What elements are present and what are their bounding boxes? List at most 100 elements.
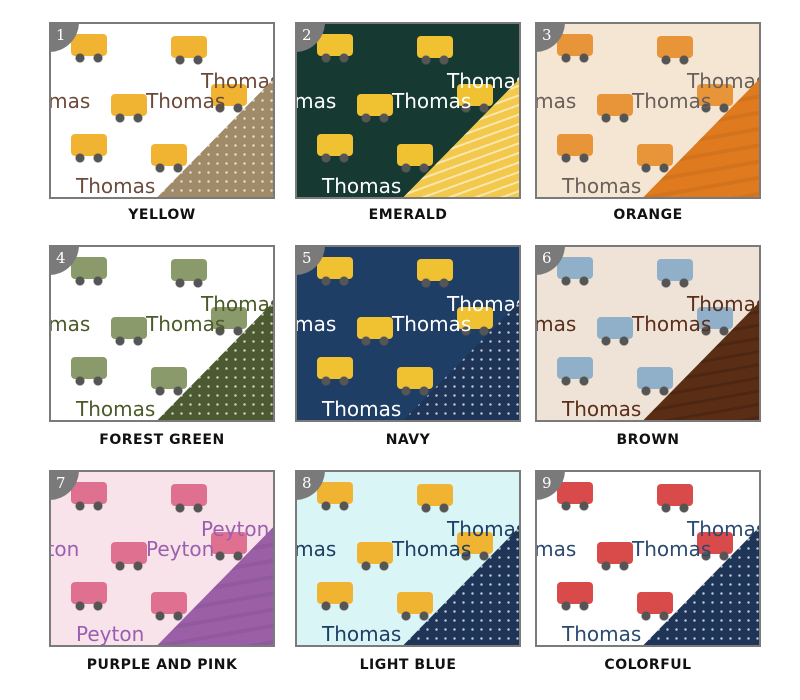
construction-vehicle-illustration xyxy=(557,482,593,511)
color-option-tile-light-blue[interactable]: ThomasThomasThomasThomas8 xyxy=(295,470,521,647)
construction-vehicle-illustration xyxy=(457,84,493,113)
personalized-name-text: Thomas xyxy=(201,292,275,316)
personalized-name-text: Thomas xyxy=(322,397,402,421)
construction-vehicle-illustration xyxy=(357,94,393,123)
personalized-name-text: Thomas xyxy=(535,312,577,336)
construction-vehicle-illustration xyxy=(657,484,693,513)
construction-vehicle-illustration xyxy=(71,134,107,163)
color-option-tile-brown[interactable]: ThomasThomasThomasThomas6 xyxy=(535,245,761,422)
personalized-name-text: Thomas xyxy=(632,537,712,561)
personalized-name-text: Thomas xyxy=(295,89,337,113)
personalized-name-text: Thomas xyxy=(322,622,402,646)
color-option-tile-purple-and-pink[interactable]: PeytonPeytonPeytonPeyton7 xyxy=(49,470,275,647)
construction-vehicle-illustration xyxy=(397,592,433,621)
construction-vehicle-illustration xyxy=(111,542,147,571)
construction-vehicle-illustration xyxy=(151,592,187,621)
construction-vehicle-illustration xyxy=(597,542,633,571)
personalized-name-text: Thomas xyxy=(392,537,472,561)
color-option-tile-orange[interactable]: ThomasThomasThomasThomas3 xyxy=(535,22,761,199)
construction-vehicle-illustration xyxy=(71,357,107,386)
personalized-name-text: Thomas xyxy=(562,397,642,421)
construction-vehicle-illustration xyxy=(637,592,673,621)
personalized-name-text: Thomas xyxy=(295,537,337,561)
construction-vehicle-illustration xyxy=(111,94,147,123)
color-option-tile-colorful[interactable]: ThomasThomasThomasThomas9 xyxy=(535,470,761,647)
construction-vehicle-illustration xyxy=(697,84,733,113)
construction-vehicle-illustration xyxy=(697,307,733,336)
personalized-name-text: Thomas xyxy=(76,397,156,421)
personalized-name-text: Thomas xyxy=(632,312,712,336)
construction-vehicle-illustration xyxy=(317,482,353,511)
construction-vehicle-illustration xyxy=(357,542,393,571)
construction-vehicle-illustration xyxy=(657,259,693,288)
construction-vehicle-illustration xyxy=(71,582,107,611)
personalized-name-text: Thomas xyxy=(49,89,91,113)
personalized-name-text: Thomas xyxy=(447,69,521,93)
personalized-name-text: Peyton xyxy=(201,517,270,541)
personalized-name-text: Thomas xyxy=(447,292,521,316)
construction-vehicle-illustration xyxy=(637,144,673,173)
personalized-name-text: Peyton xyxy=(76,622,145,646)
personalized-name-text: Thomas xyxy=(687,292,761,316)
personalized-name-text: Thomas xyxy=(76,174,156,198)
color-option-label: EMERALD xyxy=(368,207,448,223)
personalized-name-text: Peyton xyxy=(49,537,80,561)
personalized-name-text: Thomas xyxy=(392,312,472,336)
construction-vehicle-illustration xyxy=(397,367,433,396)
construction-vehicle-illustration xyxy=(557,134,593,163)
construction-vehicle-illustration xyxy=(317,34,353,63)
construction-vehicle-illustration xyxy=(557,34,593,63)
construction-vehicle-illustration xyxy=(597,94,633,123)
construction-vehicle-illustration xyxy=(317,357,353,386)
construction-vehicle-illustration xyxy=(557,357,593,386)
personalized-name-text: Thomas xyxy=(146,312,226,336)
personalized-name-text: Thomas xyxy=(295,312,337,336)
personalized-name-text: Thomas xyxy=(392,89,472,113)
personalized-name-text: Thomas xyxy=(535,89,577,113)
construction-vehicle-illustration xyxy=(417,259,453,288)
construction-vehicle-illustration xyxy=(417,36,453,65)
personalized-name-text: Thomas xyxy=(201,69,275,93)
personalized-name-text: Thomas xyxy=(447,517,521,541)
construction-vehicle-illustration xyxy=(317,134,353,163)
construction-vehicle-illustration xyxy=(317,582,353,611)
construction-vehicle-illustration xyxy=(417,484,453,513)
personalized-name-text: Thomas xyxy=(632,89,712,113)
personalized-name-text: Thomas xyxy=(687,69,761,93)
color-option-label: ORANGE xyxy=(613,207,683,223)
construction-vehicle-illustration xyxy=(111,317,147,346)
color-option-tile-navy[interactable]: ThomasThomasThomasThomas5 xyxy=(295,245,521,422)
color-option-label: FOREST GREEN xyxy=(99,432,225,448)
personalized-name-text: Thomas xyxy=(146,89,226,113)
color-option-tile-emerald[interactable]: ThomasThomasThomasThomas2 xyxy=(295,22,521,199)
color-option-label: YELLOW xyxy=(128,207,196,223)
construction-vehicle-illustration xyxy=(171,259,207,288)
personalized-name-text: Thomas xyxy=(562,174,642,198)
construction-vehicle-illustration xyxy=(171,36,207,65)
color-option-label: NAVY xyxy=(385,432,431,448)
construction-vehicle-illustration xyxy=(397,144,433,173)
construction-vehicle-illustration xyxy=(211,307,247,336)
construction-vehicle-illustration xyxy=(557,582,593,611)
color-option-label: PURPLE AND PINK xyxy=(86,657,238,673)
personalized-name-text: Thomas xyxy=(322,174,402,198)
construction-vehicle-illustration xyxy=(317,257,353,286)
construction-vehicle-illustration xyxy=(637,367,673,396)
construction-vehicle-illustration xyxy=(657,36,693,65)
personalized-name-text: Thomas xyxy=(687,517,761,541)
construction-vehicle-illustration xyxy=(597,317,633,346)
construction-vehicle-illustration xyxy=(71,482,107,511)
construction-vehicle-illustration xyxy=(357,317,393,346)
construction-vehicle-illustration xyxy=(211,532,247,561)
construction-vehicle-illustration xyxy=(71,257,107,286)
color-option-tile-yellow[interactable]: ThomasThomasThomasThomas1 xyxy=(49,22,275,199)
construction-vehicle-illustration xyxy=(71,34,107,63)
personalized-name-text: Thomas xyxy=(535,537,577,561)
construction-vehicle-illustration xyxy=(457,307,493,336)
personalized-name-text: Thomas xyxy=(562,622,642,646)
construction-vehicle-illustration xyxy=(557,257,593,286)
color-option-tile-forest-green[interactable]: ThomasThomasThomasThomas4 xyxy=(49,245,275,422)
personalized-name-text: Thomas xyxy=(49,312,91,336)
construction-vehicle-illustration xyxy=(211,84,247,113)
color-option-label: LIGHT BLUE xyxy=(359,657,457,673)
